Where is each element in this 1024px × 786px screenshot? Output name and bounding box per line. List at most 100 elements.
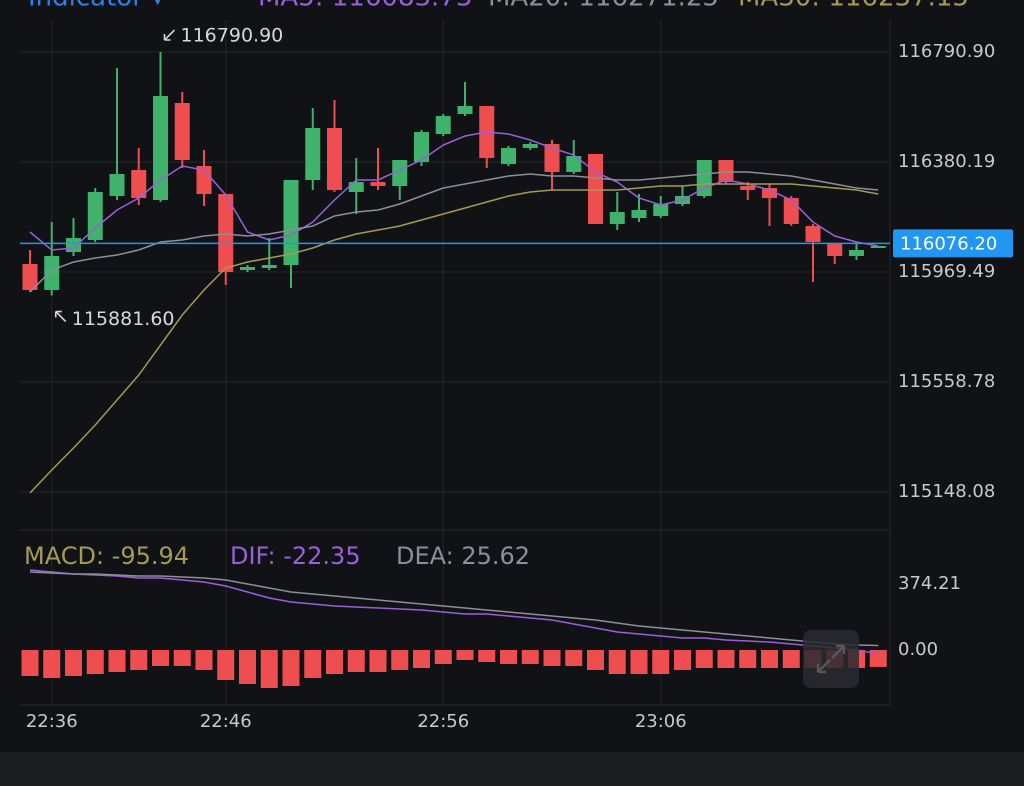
plot-layer: 116790.90 116380.19 115969.49 115558.78 1151… bbox=[20, 0, 1013, 732]
candle-body bbox=[218, 194, 234, 273]
candle-body bbox=[196, 165, 212, 195]
y-tick-label: 115969.49 bbox=[898, 261, 995, 282]
macd-bar bbox=[630, 649, 648, 674]
macd-bar bbox=[652, 649, 670, 674]
macd-bar bbox=[130, 649, 148, 670]
candle-body bbox=[261, 265, 277, 269]
candle-body bbox=[805, 226, 821, 243]
candle-body bbox=[827, 244, 843, 257]
candle-body bbox=[327, 128, 342, 190]
macd-bar bbox=[695, 649, 713, 669]
macd-bar bbox=[391, 649, 409, 670]
ma-line bbox=[29, 171, 879, 293]
macd-bar bbox=[413, 649, 430, 669]
candle-body bbox=[109, 174, 125, 196]
low-arrow bbox=[54, 310, 67, 323]
macd-bar bbox=[239, 649, 256, 684]
candle-body bbox=[653, 203, 669, 216]
candle-body bbox=[392, 159, 408, 187]
price-tag-label: 116076.20 bbox=[900, 233, 997, 254]
candle-body bbox=[588, 153, 603, 225]
x-tick-label: 22:36 bbox=[26, 711, 78, 732]
macd-line bbox=[29, 571, 879, 647]
candle-body bbox=[305, 128, 321, 181]
candle-body bbox=[240, 267, 255, 271]
candle-body bbox=[435, 116, 451, 135]
ma-legend: MA5: 116083.73 bbox=[258, 0, 472, 13]
reset-button-bg[interactable] bbox=[803, 630, 859, 688]
macd-legend: MACD: -95.94 bbox=[24, 542, 189, 570]
macd-line bbox=[29, 569, 879, 655]
candle-body bbox=[870, 245, 886, 249]
candle-body bbox=[22, 263, 38, 290]
candle-body bbox=[131, 170, 147, 198]
candle-body bbox=[740, 186, 756, 190]
candle-body bbox=[153, 96, 168, 201]
macd-legend: DEA: 25.62 bbox=[396, 542, 530, 570]
candle-body bbox=[609, 212, 625, 225]
candle-body bbox=[544, 144, 560, 172]
high-arrow bbox=[163, 29, 176, 41]
candle-body bbox=[718, 159, 734, 183]
candle-body bbox=[849, 250, 864, 257]
macd-bar bbox=[326, 649, 343, 674]
candle-body bbox=[174, 103, 190, 160]
macd-bar bbox=[282, 649, 300, 686]
macd-bar bbox=[152, 649, 169, 666]
x-tick-label: 22:46 bbox=[200, 711, 252, 732]
macd-bar bbox=[195, 649, 213, 670]
y-tick-label: 115558.78 bbox=[898, 371, 995, 392]
ma-line bbox=[29, 131, 879, 251]
candle-body bbox=[44, 256, 60, 290]
y-tick-label: 374.21 bbox=[898, 573, 961, 594]
candle-body bbox=[501, 147, 516, 165]
candle-body bbox=[370, 182, 386, 187]
y-tick-label: 116790.90 bbox=[898, 41, 995, 62]
ma-legend: MA30: 116237.15 bbox=[738, 0, 969, 13]
macd-bar bbox=[543, 649, 561, 666]
ma-legend: MA20: 116271.25 bbox=[488, 0, 719, 13]
macd-bar bbox=[782, 649, 800, 669]
reset-button[interactable] bbox=[803, 630, 859, 688]
macd-bar bbox=[43, 649, 61, 678]
macd-bar bbox=[587, 649, 604, 670]
macd-bar bbox=[21, 649, 39, 676]
macd-legend: DIF: -22.35 bbox=[230, 542, 361, 570]
candle-body bbox=[762, 188, 777, 198]
low-label: 115881.60 bbox=[72, 308, 175, 330]
macd-bar bbox=[108, 649, 126, 672]
macd-bar bbox=[304, 649, 322, 678]
bottom-bar bbox=[0, 752, 1024, 786]
macd-bar bbox=[86, 649, 104, 674]
macd-bar bbox=[434, 649, 452, 664]
macd-bar bbox=[217, 649, 235, 680]
macd-bar bbox=[608, 649, 626, 674]
macd-bar bbox=[761, 649, 778, 669]
macd-bar bbox=[456, 649, 474, 660]
candle-body bbox=[522, 144, 538, 148]
macd-bar bbox=[369, 649, 387, 672]
y-tick-label: 0.00 bbox=[898, 639, 938, 660]
y-tick-label: 115148.08 bbox=[898, 481, 995, 502]
macd-bar bbox=[739, 649, 757, 669]
reset-icon bbox=[816, 644, 846, 674]
macd-bar bbox=[260, 649, 278, 688]
macd-bar bbox=[717, 649, 735, 669]
macd-bar bbox=[347, 649, 365, 672]
candle-body bbox=[566, 156, 582, 172]
macd-bar bbox=[565, 649, 583, 666]
candle-body bbox=[414, 132, 429, 163]
indicator-label: Indicator ▾ bbox=[28, 0, 164, 13]
candle-body bbox=[66, 238, 81, 252]
macd-bar bbox=[478, 649, 496, 662]
y-tick-label: 116380.19 bbox=[898, 151, 995, 172]
candle-body bbox=[87, 191, 103, 240]
price-tag bbox=[893, 229, 1013, 258]
x-tick-label: 23:06 bbox=[635, 711, 687, 732]
macd-bar bbox=[65, 649, 82, 676]
macd-bar bbox=[869, 649, 887, 667]
high-label: 116790.90 bbox=[181, 25, 284, 47]
candle-body bbox=[783, 197, 799, 225]
